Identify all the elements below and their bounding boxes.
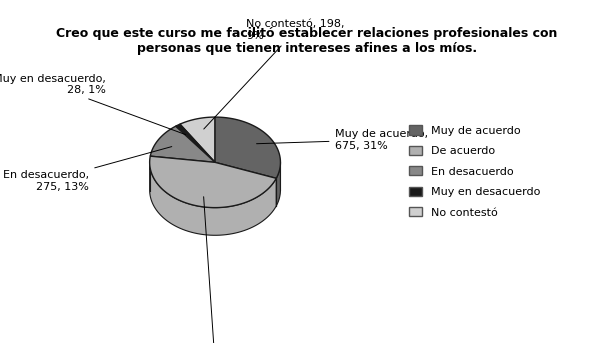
- Polygon shape: [180, 117, 215, 162]
- Text: Muy en desacuerdo,
28, 1%: Muy en desacuerdo, 28, 1%: [0, 74, 185, 134]
- Text: Muy de acuerdo,
675, 31%: Muy de acuerdo, 675, 31%: [257, 129, 428, 151]
- Polygon shape: [276, 162, 281, 206]
- Polygon shape: [150, 126, 215, 162]
- Polygon shape: [176, 124, 215, 162]
- Polygon shape: [215, 117, 281, 178]
- Text: Creo que este curso me facilitó establecer relaciones profesionales con
personas: Creo que este curso me facilitó establec…: [56, 27, 558, 56]
- Legend: Muy de acuerdo, De acuerdo, En desacuerdo, Muy en desacuerdo, No contestó: Muy de acuerdo, De acuerdo, En desacuerd…: [405, 121, 545, 222]
- Polygon shape: [150, 163, 276, 235]
- Text: De acuerdo, 1020,
46%: De acuerdo, 1020, 46%: [164, 197, 266, 343]
- Text: En desacuerdo,
275, 13%: En desacuerdo, 275, 13%: [3, 146, 172, 192]
- Polygon shape: [150, 156, 276, 208]
- Text: No contestó, 198,
9%: No contestó, 198, 9%: [204, 20, 345, 129]
